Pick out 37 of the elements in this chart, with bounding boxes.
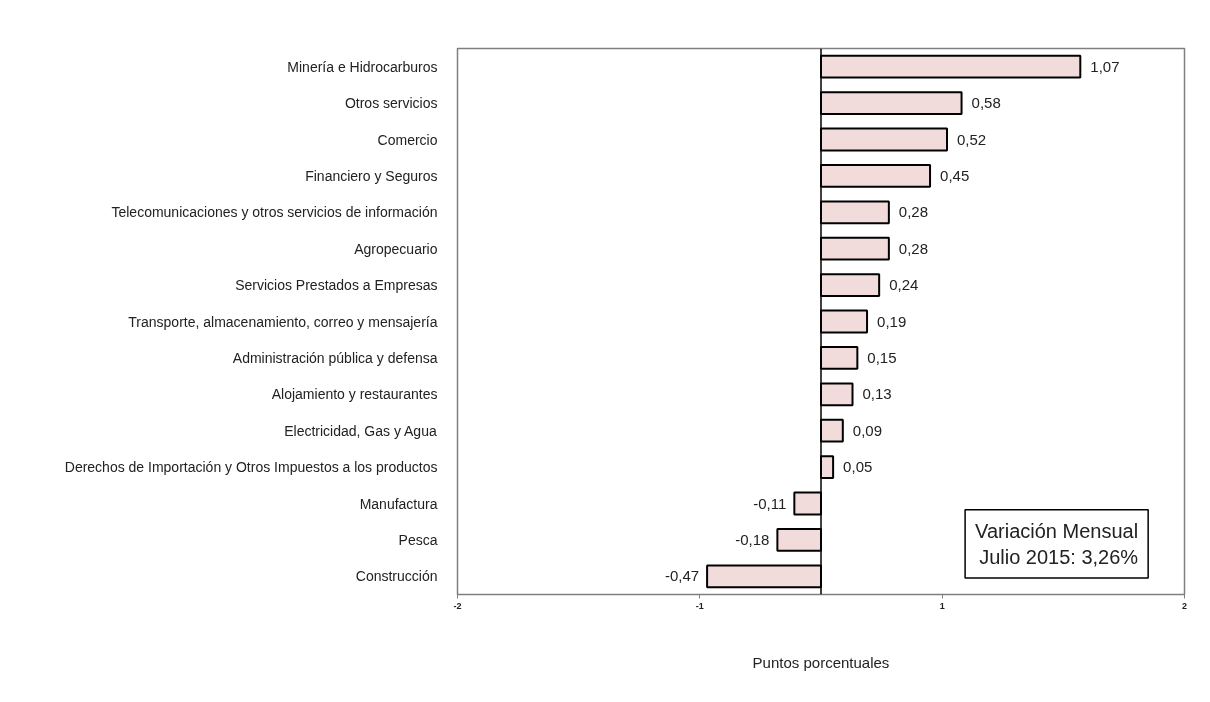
data-label: 0,52 [957,130,987,148]
y-tick-label: Transporte, almacenamiento, correo y mensajería [128,313,438,330]
annotation: Julio 2015: 3,26% [979,546,1139,569]
data-label: 0,05 [843,458,873,476]
y-tick-label: Manufactura [359,495,438,512]
y-tick-label: Alojamiento y restaurantes [271,386,438,403]
data-label: 0,28 [898,203,929,221]
y-tick-label: Agropecuario [354,240,438,257]
data-label: 0,28 [898,239,929,257]
data-label: 0,19 [877,312,907,330]
data-label: -0,47 [664,567,700,585]
y-tick-label: Electricidad, Gas y Agua [284,422,437,439]
data-label: 1,07 [1090,57,1120,75]
data-label: -0,11 [753,494,787,512]
y-tick-label: Telecomunicaciones y otros servicios de información [111,204,438,221]
annotation: Variación Mensual [975,519,1139,542]
data-label: 0,24 [889,276,919,294]
y-tick-label: Financiero y Seguros [305,167,438,184]
y-tick-label: Minería e Hidrocarburos [287,58,438,75]
x-tick-label: -2 [453,600,462,611]
y-tick-label: Pesca [398,531,438,548]
x-tick-label: 2 [1182,600,1188,611]
data-label: -0,18 [735,530,770,548]
data-label: 0,45 [940,166,970,184]
x-axis-title: Puntos porcentuales [752,653,890,671]
x-tick-label: 1 [939,600,945,611]
y-tick-label: Administración pública y defensa [232,349,438,366]
data-label: 0,09 [852,421,883,439]
y-tick-label: Derechos de Importación y Otros Impuestos a los productos [64,459,438,476]
x-tick-label: -1 [695,600,704,611]
data-label: 0,58 [971,94,1001,112]
data-label: 0,15 [867,348,897,366]
y-tick-label: Comercio [377,131,438,148]
y-tick-label: Otros servicios [344,95,438,112]
y-tick-label: Construcción [355,568,438,585]
y-tick-label: Servicios Prestados a Empresas [235,277,438,294]
data-label: 0,13 [862,385,892,403]
